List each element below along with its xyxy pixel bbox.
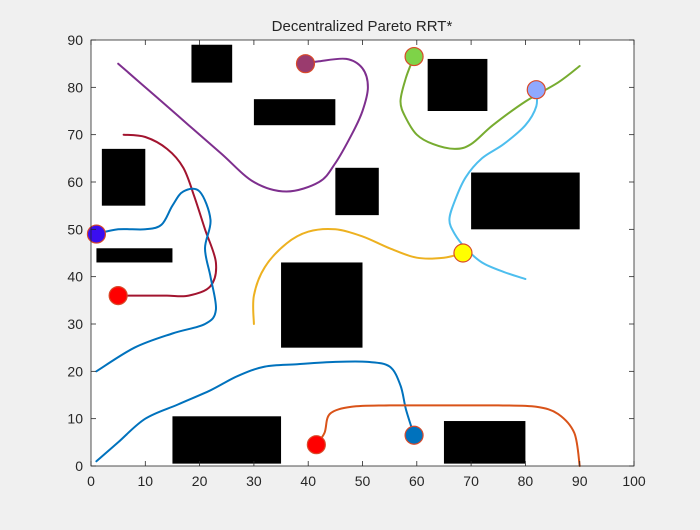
y-tick-label: 20 — [67, 363, 83, 379]
robot-marker-8 — [306, 435, 326, 455]
markers-layer — [86, 46, 546, 455]
robot-marker-9 — [295, 54, 316, 74]
paths-layer — [95, 55, 581, 467]
obstacle-9 — [172, 416, 282, 464]
robot-path-1 — [117, 57, 369, 193]
y-tick-label: 10 — [67, 411, 83, 427]
y-tick-label: 0 — [75, 458, 83, 474]
y-tick-label: 40 — [67, 269, 83, 285]
robot-path-6 — [448, 88, 539, 280]
x-tick-label: 20 — [192, 473, 208, 489]
y-tick-label: 30 — [67, 316, 83, 332]
robot-path-3 — [95, 187, 217, 373]
x-tick-label: 30 — [246, 473, 262, 489]
robot-marker-5 — [404, 46, 424, 67]
obstacle-10 — [443, 421, 526, 464]
obstacle-1 — [191, 44, 233, 83]
x-tick-label: 0 — [87, 473, 95, 489]
obstacle-8 — [281, 262, 363, 348]
chart-title: Decentralized Pareto RRT* — [272, 18, 453, 35]
y-tick-label: 80 — [67, 79, 83, 95]
robot-marker-7 — [404, 425, 424, 445]
robot-marker-6 — [526, 80, 546, 100]
obstacle-2 — [253, 99, 336, 126]
robot-path-7 — [95, 360, 416, 463]
x-tick-label: 10 — [138, 473, 154, 489]
x-tick-label: 80 — [518, 473, 534, 489]
x-tick-label: 70 — [463, 473, 479, 489]
x-axis: 0 10 20 30 40 50 60 70 80 90 100 — [87, 40, 646, 489]
robot-path-2 — [117, 133, 218, 298]
robot-path-8 — [315, 404, 581, 467]
robot-path-4 — [252, 228, 464, 325]
obstacle-7 — [96, 248, 173, 263]
x-tick-label: 100 — [622, 473, 646, 489]
y-axis: 0 10 20 30 40 50 60 70 80 90 — [67, 32, 634, 474]
x-tick-label: 90 — [572, 473, 588, 489]
y-tick-label: 90 — [67, 32, 83, 48]
x-tick-label: 60 — [409, 473, 425, 489]
robot-path-5 — [399, 55, 581, 150]
y-tick-label: 70 — [67, 127, 83, 143]
robot-marker-4 — [453, 243, 473, 263]
x-tick-label: 40 — [300, 473, 316, 489]
y-tick-label: 60 — [67, 174, 83, 190]
obstacles-layer — [96, 44, 580, 464]
robot-marker-3 — [86, 224, 107, 244]
obstacle-5 — [335, 167, 379, 216]
x-tick-label: 50 — [355, 473, 371, 489]
obstacle-6 — [471, 172, 580, 230]
robot-marker-2 — [108, 286, 128, 306]
y-tick-label: 50 — [67, 221, 83, 237]
obstacle-3 — [427, 58, 488, 111]
obstacle-4 — [101, 148, 146, 206]
